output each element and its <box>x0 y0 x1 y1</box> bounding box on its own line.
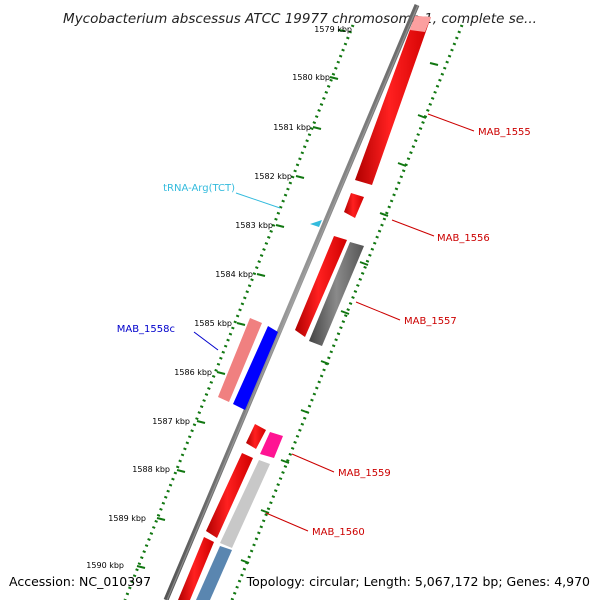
tick-label: 1588 kbp <box>132 465 170 474</box>
gene-mab-1559-red[interactable] <box>246 424 266 449</box>
trna-marker[interactable] <box>310 220 322 227</box>
gene-mab-1555[interactable] <box>355 16 431 185</box>
right-major-ticks <box>240 62 439 564</box>
accession-text: Accession: NC_010397 <box>9 574 151 589</box>
gene-pink-1558[interactable] <box>218 318 262 402</box>
gene-gray-1560[interactable] <box>220 460 270 548</box>
gene-mab-1558c[interactable] <box>233 326 278 410</box>
mab-1560-label[interactable]: MAB_1560 <box>312 527 365 538</box>
mab-1558c-label[interactable]: MAB_1558c <box>117 324 175 335</box>
tick-label: 1583 kbp <box>235 221 273 230</box>
tick-label: 1587 kbp <box>152 417 190 426</box>
tick-label: 1579 kbp <box>314 25 352 34</box>
tick-label: 1586 kbp <box>174 368 212 377</box>
topology-text: Topology: circular; Length: 5,067,172 bp… <box>246 574 590 589</box>
sequence-backbone <box>163 4 420 600</box>
tick-label: 1582 kbp <box>254 172 292 181</box>
left-major-ticks <box>136 29 346 569</box>
gene-next-red[interactable] <box>178 537 214 600</box>
tick-label: 1580 kbp <box>292 73 330 82</box>
gene-mab-1560[interactable] <box>206 453 253 538</box>
map-title: Mycobacterium abscessus ATCC 19977 chrom… <box>63 11 537 27</box>
mab-1557-label[interactable]: MAB_1557 <box>404 316 457 327</box>
mab-1556-label[interactable]: MAB_1556 <box>437 233 490 244</box>
mab-1559-label[interactable]: MAB_1559 <box>338 468 391 479</box>
gene-gray-1557[interactable] <box>309 242 364 346</box>
gene-mab-1559[interactable] <box>260 432 283 458</box>
left-tick-track <box>123 24 355 600</box>
mab-1555-label[interactable]: MAB_1555 <box>478 127 531 138</box>
gene-next-blue[interactable] <box>196 546 232 600</box>
tick-label: 1590 kbp <box>86 561 124 570</box>
trna-label[interactable]: tRNA-Arg(TCT) <box>163 183 235 194</box>
gene-mab-1556[interactable] <box>344 193 364 218</box>
gene-mab-1557[interactable] <box>295 236 347 337</box>
tick-label: 1589 kbp <box>108 514 146 523</box>
tick-label: 1584 kbp <box>215 270 253 279</box>
tick-label: 1585 kbp <box>194 319 232 328</box>
tick-label: 1581 kbp <box>273 123 311 132</box>
